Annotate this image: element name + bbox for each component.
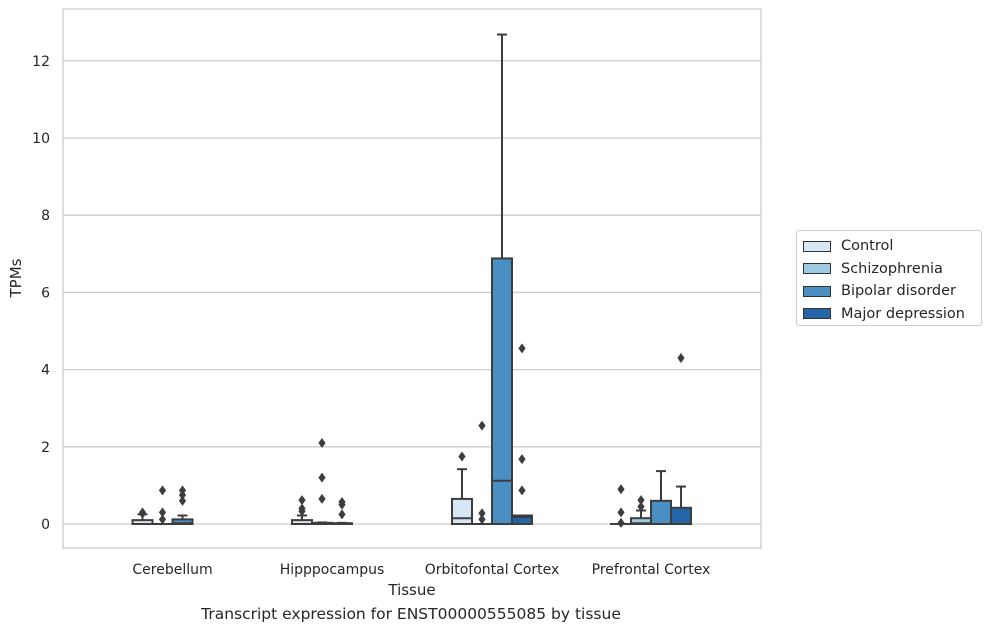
box-schizophrenia-cerebellum: [151, 485, 174, 526]
box-schizophrenia-orbitofontal-cortex: [471, 420, 493, 526]
outlier-point-2: [478, 514, 486, 525]
legend-item-major-depression: Major depression: [803, 303, 981, 326]
box-major-depression-prefrontal-cortex: [670, 353, 692, 525]
box-body: [491, 257, 513, 525]
x-axis-label: Tissue: [387, 581, 435, 599]
y-tick-label-0: 0: [41, 517, 50, 533]
outlier-point-2: [518, 485, 526, 496]
outlier-point-1: [338, 499, 346, 510]
x-tick-label-cerebellum: Cerebellum: [132, 562, 212, 578]
box-schizophrenia-prefrontal-cortex: [630, 495, 652, 526]
grid-lines: [63, 60, 761, 525]
legend-label-control: Control: [841, 238, 894, 255]
box-body: [451, 497, 473, 526]
outlier-point-0: [158, 485, 167, 496]
box-control-cerebellum: [131, 507, 154, 526]
outlier-point-2: [178, 495, 187, 506]
y-tick-label-12: 12: [32, 54, 50, 70]
x-axis-ticks: Cerebellum Hipppocampus Orbitofontal Corte…: [132, 562, 710, 578]
legend-label-bipolar-disorder: Bipolar disorder: [841, 283, 956, 300]
outlier-point-0: [677, 353, 685, 364]
y-axis-ticks: 0 2 4 6 8 10 12: [32, 54, 50, 533]
outlier-point-1: [637, 501, 645, 512]
x-tick-label-orbitofontal-cortex: Orbitofontal Cortex: [425, 562, 560, 578]
y-tick-label-8: 8: [41, 208, 50, 224]
box-schizophrenia-hipppocampus: [311, 437, 333, 525]
outlier-point-0: [318, 437, 326, 448]
outlier-point-2: [158, 514, 167, 525]
outlier-point-0: [478, 420, 486, 431]
y-axis-label: TPMs: [7, 258, 25, 298]
box-body: [511, 514, 533, 525]
outlier-point-0: [637, 495, 645, 506]
x-tick-label-prefrontal-cortex: Prefrontal Cortex: [592, 562, 711, 578]
legend-item-schizophrenia: Schizophrenia: [803, 258, 981, 281]
box-major-depression-orbitofontal-cortex: [511, 343, 533, 525]
outlier-point-0: [298, 495, 306, 506]
outlier-point-1: [138, 508, 147, 519]
y-tick-label-2: 2: [41, 440, 50, 456]
box-control-hipppocampus: [291, 495, 313, 526]
outlier-point-0: [617, 484, 625, 495]
box-bipolar-disorder-hipppocampus: [331, 496, 353, 526]
outlier-point-1: [617, 507, 625, 518]
legend-item-bipolar-disorder: Bipolar disorder: [803, 280, 981, 303]
outlier-point-1: [518, 454, 526, 465]
chart-caption: Transcript expression for ENST0000055508…: [201, 605, 621, 623]
y-tick-label-4: 4: [41, 363, 50, 379]
box-bipolar-disorder-orbitofontal-cortex: [491, 33, 513, 525]
outlier-point-1: [158, 507, 167, 518]
y-tick-label-10: 10: [32, 131, 50, 147]
box-control-orbitofontal-cortex: [451, 451, 473, 526]
outlier-point-1: [318, 472, 326, 483]
extra-outliers-0: [617, 484, 625, 528]
plot-frame: [62, 8, 762, 549]
legend: Control Schizophrenia Bipolar disorder M…: [796, 230, 982, 326]
outlier-point-0: [458, 451, 466, 462]
box-body: [670, 506, 692, 525]
legend-swatch-major-depression: [803, 308, 831, 320]
outlier-point-2: [298, 506, 306, 517]
plot-area: [131, 33, 692, 528]
legend-item-control: Control: [803, 235, 981, 258]
box-bipolar-disorder-cerebellum: [171, 485, 194, 525]
box-bipolar-disorder-prefrontal-cortex: [650, 470, 672, 525]
outlier-point-2: [617, 517, 625, 528]
legend-swatch-schizophrenia: [803, 263, 831, 275]
outlier-point-2: [338, 509, 346, 520]
box-body: [650, 499, 672, 525]
outlier-point-1: [478, 508, 486, 519]
legend-swatch-control: [803, 240, 831, 252]
legend-swatch-bipolar-disorder: [803, 285, 831, 297]
x-tick-label-hipppocampus: Hipppocampus: [280, 562, 385, 578]
outlier-point-2: [318, 493, 326, 504]
outlier-point-0: [518, 343, 526, 354]
legend-label-major-depression: Major depression: [841, 305, 965, 322]
outlier-point-1: [178, 490, 187, 501]
legend-label-schizophrenia: Schizophrenia: [841, 260, 943, 277]
y-tick-label-6: 6: [41, 285, 50, 301]
